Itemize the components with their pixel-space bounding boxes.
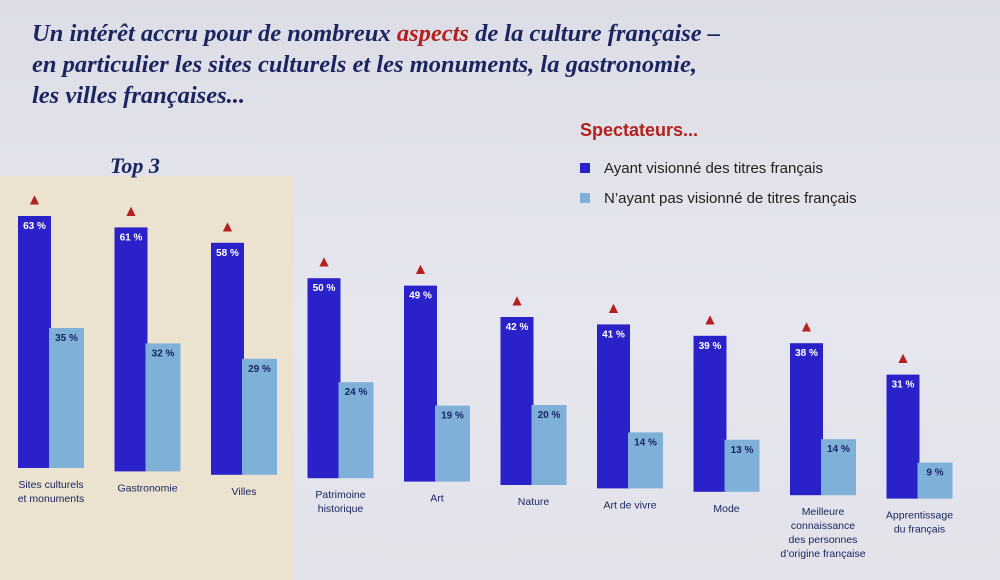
value-label-not-watched-3: 24 % [345,387,368,398]
bar-watched-8 [790,343,823,496]
significance-marker-9: ▲ [898,351,908,365]
category-label-line: Meilleure [802,506,845,518]
bar-watched-2 [211,242,244,475]
title-accent: aspects [396,20,469,47]
value-label-not-watched-0: 35 % [55,333,78,344]
category-label-line: Sites culturels [18,479,83,491]
bar-watched-9 [886,374,920,499]
bar-not-watched-8 [821,439,856,496]
category-label-line: connaissance [791,520,855,532]
category-label-7: Mode [713,503,739,515]
category-label-line: des personnes [789,534,858,546]
value-label-not-watched-9: 9 % [926,468,943,479]
value-label-watched-5: 42 % [506,322,529,333]
category-label-5: Nature [518,496,550,508]
category-label-8: Meilleure connaissance des personnes d’orig… [780,506,865,560]
value-label-watched-7: 39 % [699,341,722,352]
legend: Spectateurs... Ayant visionné des titres… [580,120,857,213]
category-label-line: Apprentissage [886,510,953,522]
title-line-2: en particulier les sites culturels et le… [32,51,697,78]
value-label-not-watched-7: 13 % [731,445,754,456]
value-label-not-watched-4: 19 % [441,411,464,422]
category-label-line: Villes [232,486,257,498]
category-label-line: Patrimoine [315,489,365,501]
value-label-watched-6: 41 % [602,329,625,340]
significance-marker-4: ▲ [416,262,426,276]
category-label-6: Art de vivre [603,499,656,511]
bar-not-watched-0 [49,328,84,468]
legend-swatch-not-watched [580,193,590,203]
category-label-line: Gastronomie [117,482,177,494]
title-part-2: de la culture française – [468,20,721,47]
bar-not-watched-4 [435,405,470,482]
legend-label-not-watched: N’ayant pas visionné de titres français [604,189,857,207]
bar-not-watched-3 [338,382,374,479]
category-label-line: Art de vivre [603,499,656,511]
category-label-0: Sites culturels et monuments [18,479,85,505]
bar-not-watched-5 [531,405,567,485]
value-label-not-watched-2: 29 % [248,364,271,375]
bar-not-watched-6 [628,432,663,489]
value-label-watched-4: 49 % [409,291,432,302]
significance-marker-1: ▲ [126,203,136,217]
value-label-not-watched-6: 14 % [634,437,657,448]
value-label-watched-3: 50 % [313,283,336,294]
significance-marker-3: ▲ [319,254,329,268]
significance-marker-2: ▲ [223,219,233,233]
title-line-1: Un intérêt accru pour de nombreux aspect… [32,18,852,49]
value-label-watched-1: 61 % [120,232,143,243]
page-title: Un intérêt accru pour de nombreux aspect… [32,18,852,111]
category-label-line: Art [430,493,444,505]
category-label-1: Gastronomie [117,482,177,494]
category-label-line: d’origine française [780,548,865,560]
top3-label: Top 3 [110,153,160,178]
bar-not-watched-9 [917,462,953,499]
value-label-not-watched-1: 32 % [152,348,175,359]
title-line-3: les villes françaises... [32,82,245,109]
legend-title: Spectateurs... [580,120,699,140]
title-part-1: Un intérêt accru pour de nombreux [32,20,397,47]
value-label-watched-0: 63 % [23,221,46,232]
bar-watched-1 [114,227,148,472]
significance-marker-8: ▲ [802,319,812,333]
bar-watched-3 [307,278,341,479]
bar-not-watched-2 [242,358,277,475]
significance-marker-5: ▲ [512,293,522,307]
bar-watched-0 [18,216,51,468]
legend-swatch-watched [580,163,590,173]
category-label-line: Nature [518,496,550,508]
value-label-watched-8: 38 % [795,348,818,359]
value-label-watched-9: 31 % [892,380,915,391]
category-label-3: Patrimoine historique [315,489,365,515]
category-label-2: Villes [232,486,257,498]
value-label-not-watched-5: 20 % [538,410,561,421]
category-label-9: Apprentissage du français [886,510,953,536]
bar-not-watched-7 [724,439,760,492]
legend-item-watched: Ayant visionné des titres français [580,153,857,183]
bar-watched-7 [693,335,727,492]
value-label-not-watched-8: 14 % [827,444,850,455]
significance-marker-7: ▲ [705,312,715,326]
category-label-line: Mode [713,503,739,515]
category-label-line: et monuments [18,493,85,505]
legend-label-watched: Ayant visionné des titres français [604,159,824,177]
bar-not-watched-1 [145,343,181,472]
bar-watched-4 [404,285,437,482]
significance-marker-0: ▲ [30,192,40,206]
category-label-line: historique [318,503,364,515]
category-label-line: du français [894,524,945,536]
value-label-watched-2: 58 % [216,248,239,259]
legend-item-not-watched: N’ayant pas visionné de titres français [580,183,857,213]
bar-watched-5 [500,317,534,485]
category-label-4: Art [430,493,444,505]
significance-marker-6: ▲ [609,300,619,314]
bar-watched-6 [597,324,630,489]
